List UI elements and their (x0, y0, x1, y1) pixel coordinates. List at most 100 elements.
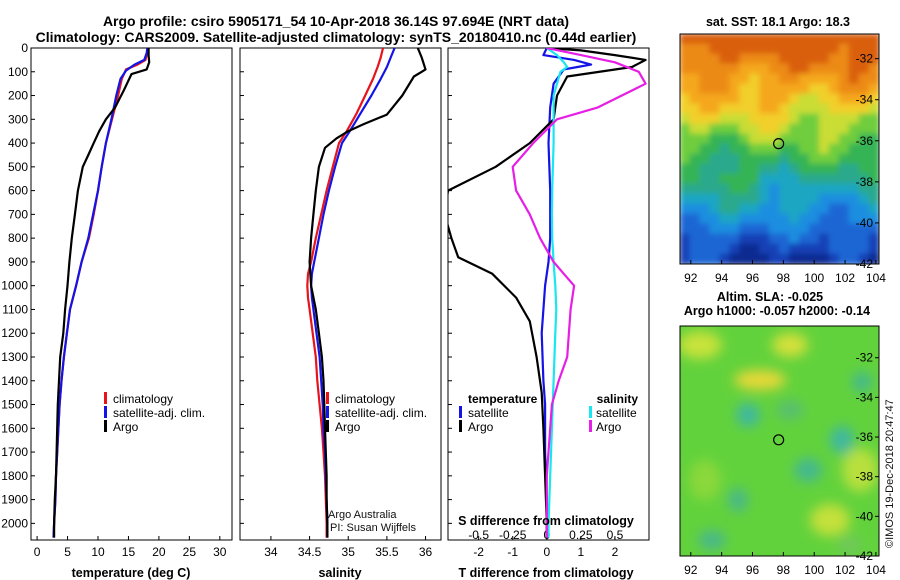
legend-swatch-t-argo (459, 420, 462, 432)
legend-swatch-climatology (326, 392, 329, 404)
depth-tick-label: 300 (8, 112, 28, 126)
x-tick-label: 1 (578, 545, 585, 559)
legend-label-climatology: climatology (335, 392, 395, 406)
credit-line-2: PI: Susan Wijffels (330, 522, 416, 534)
depth-tick-label: 2000 (1, 516, 28, 530)
lat-tick-label: -40 (856, 509, 874, 523)
depth-tick-label: 1200 (1, 326, 28, 340)
depth-tick-label: 600 (8, 184, 28, 198)
sla-map-frame (679, 325, 880, 557)
legend-swatch-s-argo (589, 420, 592, 432)
series-line-salinity-argo (511, 48, 647, 538)
sst-latitude-ticks: -32 -34 -36 -38 -40 -42 (856, 52, 879, 271)
lon-tick-label: 96 (746, 563, 760, 577)
lon-tick-label: 94 (715, 563, 729, 577)
legend-swatch-s-satellite (589, 406, 592, 418)
legend-label-s-argo: Argo (596, 420, 622, 434)
lon-tick-label: 102 (835, 563, 855, 577)
lon-tick-label: 92 (684, 563, 698, 577)
series-line-salinity-satellite (546, 48, 569, 538)
lat-tick-label: -32 (856, 52, 874, 66)
lat-tick-label: -34 (856, 390, 874, 404)
depth-tick-label: 1900 (1, 493, 28, 507)
sst-color-field (680, 34, 879, 264)
depth-tick-label: 1400 (1, 374, 28, 388)
lon-tick-label: 98 (777, 271, 791, 285)
figure-title-line-1: Argo profile: csiro 5905171_54 10-Apr-20… (103, 13, 569, 29)
temperature-legend: climatology satellite-adj. clim. Argo (104, 392, 205, 434)
depth-tick-label: 1800 (1, 469, 28, 483)
salinity-plot-frame (239, 47, 442, 541)
x-tick-label: 35 (342, 545, 356, 559)
sst-map-panel: sat. SST: 18.1 Argo: 18.3 -32 -34 -36 -38 -4… (679, 15, 886, 285)
sst-map-frame (679, 33, 880, 265)
temperature-axis-label: temperature (deg C) (72, 566, 191, 580)
legend-swatch-argo (104, 420, 107, 432)
legend-title-temperature: temperature (468, 392, 538, 406)
depth-tick-label: 800 (8, 231, 28, 245)
x-tick-label: -1 (507, 545, 518, 559)
sla-map-subtitle: Argo h1000: -0.057 h2000: -0.14 (684, 304, 870, 318)
depth-tick-label: 900 (8, 255, 28, 269)
x-tick-label: 0 (543, 545, 550, 559)
salinity-tick-labels: 34 34.5 35 35.5 36 (264, 536, 433, 559)
s-difference-axis-label: S difference from climatology (458, 514, 634, 528)
lon-tick-label: 98 (777, 563, 791, 577)
lat-tick-label: -38 (856, 470, 874, 484)
lat-tick-label: -42 (856, 549, 874, 563)
temperature-plot-frame (30, 47, 233, 541)
legend-label-s-satellite: satellite (596, 406, 637, 420)
argo-position-marker (773, 434, 785, 446)
lat-tick-label: -40 (856, 216, 874, 230)
legend-swatch-satellite (104, 406, 107, 418)
lat-tick-label: -32 (856, 351, 874, 365)
legend-label-climatology: climatology (113, 392, 173, 406)
sst-longitude-ticks: 92 94 96 98 100 102 104 (684, 260, 886, 285)
lon-tick-label: 104 (866, 563, 886, 577)
legend-swatch-t-satellite (459, 406, 462, 418)
depth-tick-label: 1600 (1, 421, 28, 435)
depth-tick-labels: 0 100 200 300 400 500 600 700 800 900 1000 1100 1200… (1, 41, 35, 530)
temperature-panel: 0100200300400500600700800900100011001200… (1, 41, 233, 580)
x-tick-label: 30 (213, 545, 227, 559)
lat-tick-label: -42 (856, 257, 874, 271)
legend-label-argo: Argo (113, 420, 139, 434)
series-line-argo (308, 48, 427, 538)
credit-line-1: Argo Australia (328, 509, 397, 521)
depth-tick-label: 100 (8, 65, 28, 79)
difference-lines (448, 48, 647, 538)
sla-map-title: Altim. SLA: -0.025 (717, 290, 823, 304)
salinity-panel: 34 34.5 35 35.5 36 salinity climatology sate… (239, 47, 442, 580)
lon-tick-label: 94 (715, 271, 729, 285)
x-tick-label: 36 (419, 545, 433, 559)
s-tick-label: 0.5 (607, 528, 624, 542)
x-tick-label: 25 (183, 545, 197, 559)
depth-tick-label: 700 (8, 207, 28, 221)
x-tick-label: 10 (91, 545, 105, 559)
series-line-temperature-argo (448, 48, 647, 538)
s-tick-label: 0.25 (569, 528, 593, 542)
sla-map-panel: Altim. SLA: -0.025 Argo h1000: -0.057 h2… (679, 290, 886, 577)
salinity-legend: climatology satellite-adj. clim. Argo (326, 392, 427, 434)
sla-latitude-ticks: -32 -34 -36 -38 -40 -42 (856, 351, 879, 563)
t-difference-tick-labels: -2 -1 0 1 2 (473, 536, 619, 559)
imos-watermark: ©IMOS 19-Dec-2018 20:47:47 (884, 399, 896, 548)
depth-tick-label: 400 (8, 136, 28, 150)
depth-tick-label: 1500 (1, 398, 28, 412)
series-line-argo (52, 48, 151, 538)
lon-tick-label: 92 (684, 271, 698, 285)
series-line-temperature-satellite (540, 48, 593, 538)
x-tick-label: 35.5 (375, 545, 399, 559)
legend-label-t-satellite: satellite (468, 406, 509, 420)
lon-tick-label: 102 (835, 271, 855, 285)
series-line-climatology (306, 48, 385, 538)
difference-legend: temperature satellite Argo salinity sate… (459, 392, 638, 434)
x-tick-label: 0 (34, 545, 41, 559)
lat-tick-label: -38 (856, 175, 874, 189)
legend-swatch-climatology (104, 392, 107, 404)
x-tick-label: 15 (122, 545, 136, 559)
x-tick-label: -2 (473, 545, 484, 559)
depth-tick-label: 200 (8, 89, 28, 103)
salinity-axis-label: salinity (318, 566, 361, 580)
depth-tick-label: 0 (21, 41, 28, 55)
